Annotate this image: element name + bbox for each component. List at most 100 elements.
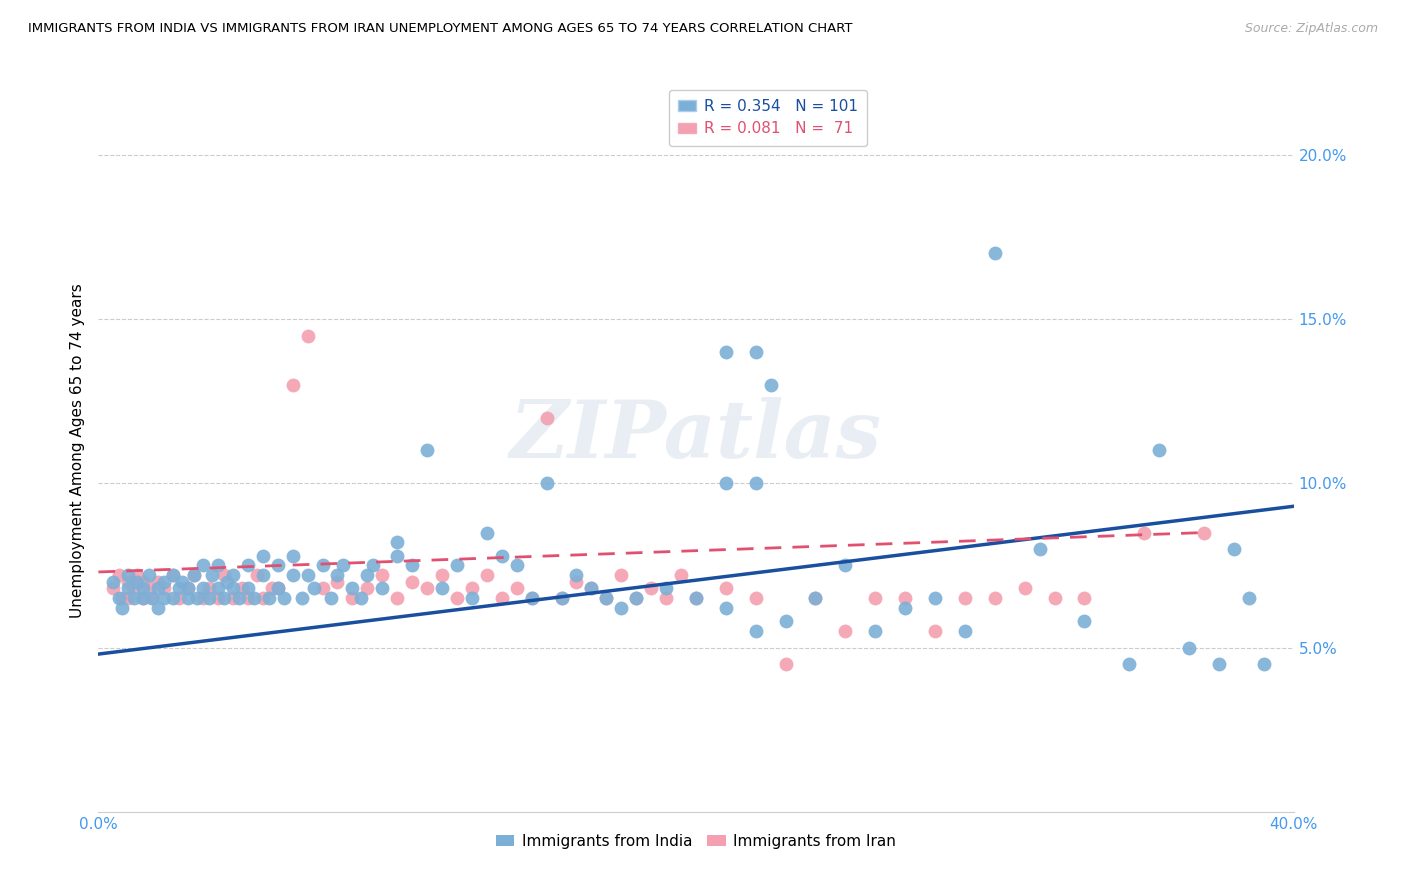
Point bbox=[311, 558, 333, 573]
Point bbox=[212, 591, 235, 606]
Point bbox=[108, 568, 131, 582]
Point bbox=[565, 574, 588, 589]
Point bbox=[565, 568, 588, 582]
Point bbox=[520, 591, 543, 606]
Point bbox=[228, 591, 250, 606]
Point bbox=[640, 582, 662, 596]
Point bbox=[491, 549, 513, 563]
Point bbox=[385, 591, 409, 606]
Point bbox=[385, 535, 409, 549]
Point bbox=[714, 582, 737, 596]
Point bbox=[745, 591, 768, 606]
Point bbox=[416, 582, 439, 596]
Point bbox=[461, 582, 484, 596]
Point bbox=[124, 591, 146, 606]
Point bbox=[222, 591, 245, 606]
Point bbox=[111, 591, 134, 606]
Point bbox=[281, 568, 304, 582]
Point bbox=[273, 591, 295, 606]
Point bbox=[595, 591, 617, 606]
Point bbox=[260, 582, 283, 596]
Point bbox=[1223, 541, 1246, 556]
Point bbox=[198, 591, 221, 606]
Point bbox=[894, 591, 917, 606]
Point bbox=[834, 624, 856, 639]
Point bbox=[775, 614, 797, 628]
Point bbox=[446, 558, 468, 573]
Point bbox=[162, 591, 184, 606]
Point bbox=[536, 410, 558, 425]
Point bbox=[350, 591, 373, 606]
Point bbox=[1118, 657, 1140, 671]
Point bbox=[302, 582, 325, 596]
Point bbox=[138, 582, 160, 596]
Point bbox=[804, 591, 827, 606]
Point bbox=[111, 601, 134, 615]
Point bbox=[148, 582, 170, 596]
Point bbox=[236, 591, 259, 606]
Point bbox=[714, 601, 737, 615]
Point bbox=[127, 574, 149, 589]
Point bbox=[201, 568, 224, 582]
Point bbox=[117, 568, 139, 582]
Point bbox=[153, 574, 176, 589]
Point bbox=[138, 568, 160, 582]
Point bbox=[207, 582, 229, 596]
Point bbox=[371, 582, 394, 596]
Point bbox=[669, 568, 692, 582]
Point bbox=[385, 549, 409, 563]
Point bbox=[655, 591, 678, 606]
Point bbox=[252, 549, 274, 563]
Point bbox=[430, 582, 453, 596]
Point bbox=[231, 582, 253, 596]
Point bbox=[342, 591, 364, 606]
Point bbox=[281, 377, 304, 392]
Point bbox=[520, 591, 543, 606]
Point bbox=[191, 591, 214, 606]
Point bbox=[141, 591, 163, 606]
Point bbox=[401, 574, 423, 589]
Point bbox=[984, 246, 1007, 260]
Point bbox=[804, 591, 827, 606]
Y-axis label: Unemployment Among Ages 65 to 74 years: Unemployment Among Ages 65 to 74 years bbox=[69, 283, 84, 618]
Point bbox=[326, 568, 349, 582]
Point bbox=[1028, 541, 1050, 556]
Point bbox=[281, 549, 304, 563]
Point bbox=[655, 582, 678, 596]
Point bbox=[297, 568, 319, 582]
Point bbox=[894, 601, 917, 615]
Point bbox=[153, 591, 176, 606]
Point bbox=[416, 443, 439, 458]
Point bbox=[236, 582, 259, 596]
Point bbox=[252, 591, 274, 606]
Point bbox=[356, 568, 378, 582]
Point bbox=[117, 582, 139, 596]
Point bbox=[148, 601, 170, 615]
Point bbox=[506, 582, 529, 596]
Point bbox=[252, 568, 274, 582]
Point bbox=[1133, 525, 1156, 540]
Point bbox=[626, 591, 648, 606]
Point bbox=[222, 582, 245, 596]
Point bbox=[207, 558, 229, 573]
Point bbox=[291, 591, 314, 606]
Point bbox=[550, 591, 572, 606]
Point bbox=[924, 591, 946, 606]
Point bbox=[172, 574, 194, 589]
Point bbox=[103, 582, 125, 596]
Point bbox=[132, 591, 155, 606]
Point bbox=[714, 476, 737, 491]
Point bbox=[117, 591, 139, 606]
Point bbox=[550, 591, 572, 606]
Point bbox=[117, 574, 139, 589]
Point bbox=[1253, 657, 1275, 671]
Legend: Immigrants from India, Immigrants from Iran: Immigrants from India, Immigrants from I… bbox=[489, 828, 903, 855]
Point bbox=[153, 582, 176, 596]
Point bbox=[141, 591, 163, 606]
Point bbox=[401, 558, 423, 573]
Point bbox=[1178, 640, 1201, 655]
Point bbox=[342, 582, 364, 596]
Point bbox=[162, 568, 184, 582]
Point bbox=[745, 624, 768, 639]
Point bbox=[326, 574, 349, 589]
